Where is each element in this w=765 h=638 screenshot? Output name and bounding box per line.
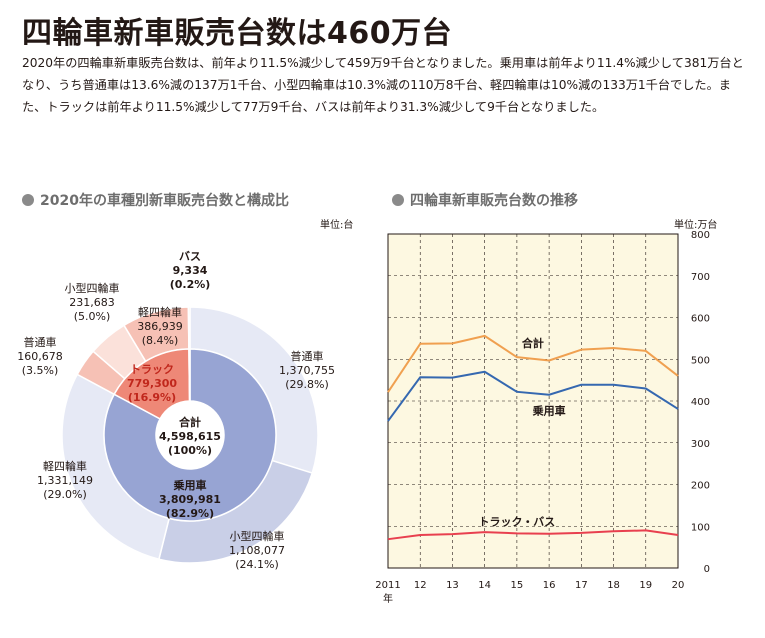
outer-label-pct: (5.0%) [74,310,111,323]
line-unit-label: 単位:万台 [674,220,718,231]
inner-label-pct: (16.9%) [128,391,176,404]
inner-label-value: 9,334 [173,264,208,277]
outer-label-name: 小型四輪車 [230,529,285,543]
y-tick-label: 800 [691,230,710,241]
series-line [387,334,679,393]
line-chart: 0 100 200 300 400 500 600 700 800 2011 12 13 14 15 16 1… [375,230,710,605]
outer-label-name: 普通車 [24,335,57,349]
outer-label-pct: (24.1%) [235,558,279,571]
inner-label-name: バス [179,250,201,263]
inner-label-name: トラック [130,363,174,376]
x-tick-label: 18 [607,580,620,591]
outer-label-pct: (29.8%) [285,378,329,391]
outer-label-value: 386,939 [137,320,183,333]
series-line [387,370,679,422]
x-tick-label: 19 [639,580,652,591]
outer-label-value: 1,370,755 [279,364,335,377]
plot-frame [387,233,679,569]
x-tick-label: 20 [672,580,685,591]
x-tick-label: 2011 [375,580,400,591]
line-chart-title: 四輪車新車販売台数の推移 [410,193,578,209]
donut-section-heading: 2020年の車種別新車販売台数と構成比 [22,190,289,210]
x-tick-label: 16 [543,580,556,591]
x-year-label: 年 [383,592,393,605]
inner-label-value: 779,300 [127,377,177,390]
inner-slice-3 [188,348,191,402]
inner-label-pct: (0.2%) [170,278,211,291]
outer-label-name: 軽四輪車 [43,459,87,473]
inner-label-pct: (82.9%) [166,507,214,520]
outer-label-name: 小型四輪車 [65,281,120,295]
bullet-icon [22,194,34,206]
inner-label-value: 3,809,981 [159,493,221,506]
page-title: 四輪車新車販売台数は460万台 [22,16,453,51]
outer-label-value: 1,108,077 [229,544,285,557]
x-tick-label: 17 [575,580,588,591]
outer-label-value: 1,331,149 [37,474,93,487]
donut-unit-label: 単位:台 [320,220,354,231]
lead-paragraph: 2020年の四輪車新車販売台数は、前年より11.5%減少して459万9千台となり… [22,56,744,114]
outer-label-name: 普通車 [291,349,324,363]
center-label: 合計 [179,415,201,429]
line-section-heading: 四輪車新車販売台数の推移 [392,190,578,210]
series-line [387,529,679,541]
y-tick-label: 700 [691,272,710,283]
donut-chart-title: 2020年の車種別新車販売台数と構成比 [40,193,289,209]
outer-label-pct: (3.5%) [22,364,59,377]
center-value: 4,598,615 [159,430,221,443]
center-pct: (100%) [168,444,212,457]
x-tick-label: 12 [414,580,427,591]
outer-label-value: 231,683 [69,296,115,309]
outer-label-pct: (8.4%) [142,334,179,347]
outer-label-name: 軽四輪車 [138,305,182,319]
y-tick-label: 100 [691,522,710,533]
y-tick-label: 500 [691,355,710,366]
series-label: トラック・バス [478,515,555,528]
y-tick-label: 300 [691,439,710,450]
series-label: 乗用車 [533,404,566,418]
x-tick-label: 15 [511,580,524,591]
y-tick-label: 600 [691,314,710,325]
outer-label-value: 160,678 [17,350,63,363]
outer-slice-7 [187,306,191,350]
inner-label-name: 乗用車 [174,478,207,492]
y-tick-label: 0 [704,564,710,575]
y-tick-label: 200 [691,481,710,492]
bullet-icon [392,194,404,206]
donut-hole [156,401,224,469]
x-tick-label: 14 [478,580,491,591]
x-tick-label: 13 [446,580,459,591]
outer-label-pct: (29.0%) [43,488,87,501]
series-label: 合計 [522,336,544,350]
y-tick-label: 400 [691,397,710,408]
